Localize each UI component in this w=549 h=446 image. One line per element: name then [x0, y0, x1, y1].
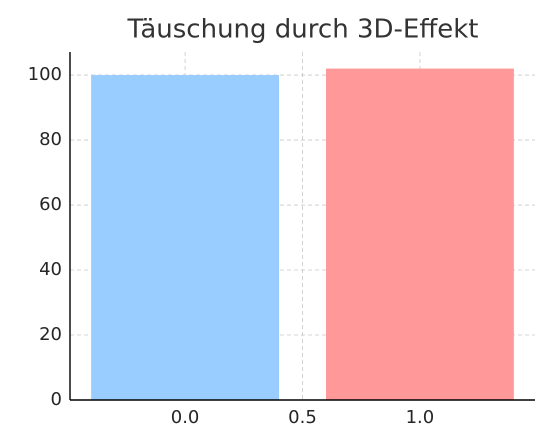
y-tick-label: 20	[39, 324, 62, 345]
x-tick-label: 0.0	[171, 407, 200, 428]
x-tick-label: 0.5	[288, 407, 317, 428]
bar	[325, 68, 514, 401]
y-tick-label: 100	[28, 64, 62, 85]
y-tick-label: 80	[39, 129, 62, 150]
bar	[91, 75, 280, 400]
y-tick-label: 40	[39, 259, 62, 280]
chart-title: Täuschung durch 3D-Effekt	[127, 15, 479, 45]
y-tick-label: 60	[39, 194, 62, 215]
y-tick-label: 0	[51, 389, 62, 410]
x-tick-label: 1.0	[406, 407, 435, 428]
